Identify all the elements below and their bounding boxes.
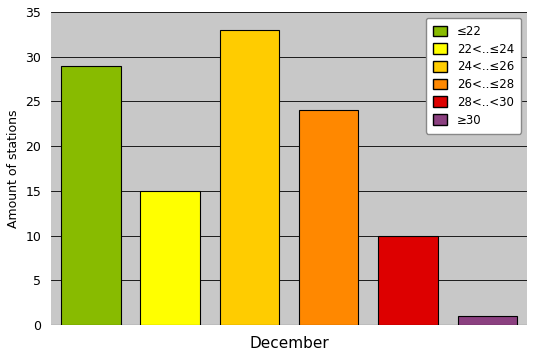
Bar xyxy=(378,236,438,325)
Bar xyxy=(140,191,200,325)
Bar xyxy=(299,110,358,325)
Y-axis label: Amount of stations: Amount of stations xyxy=(7,109,20,228)
Bar xyxy=(61,66,121,325)
Legend: ≤22, 22<..≤24, 24<..≤26, 26<..≤28, 28<..<30, ≥30: ≤22, 22<..≤24, 24<..≤26, 26<..≤28, 28<..… xyxy=(426,18,521,134)
Bar xyxy=(219,30,279,325)
Bar xyxy=(458,316,517,325)
X-axis label: December: December xyxy=(249,336,329,351)
